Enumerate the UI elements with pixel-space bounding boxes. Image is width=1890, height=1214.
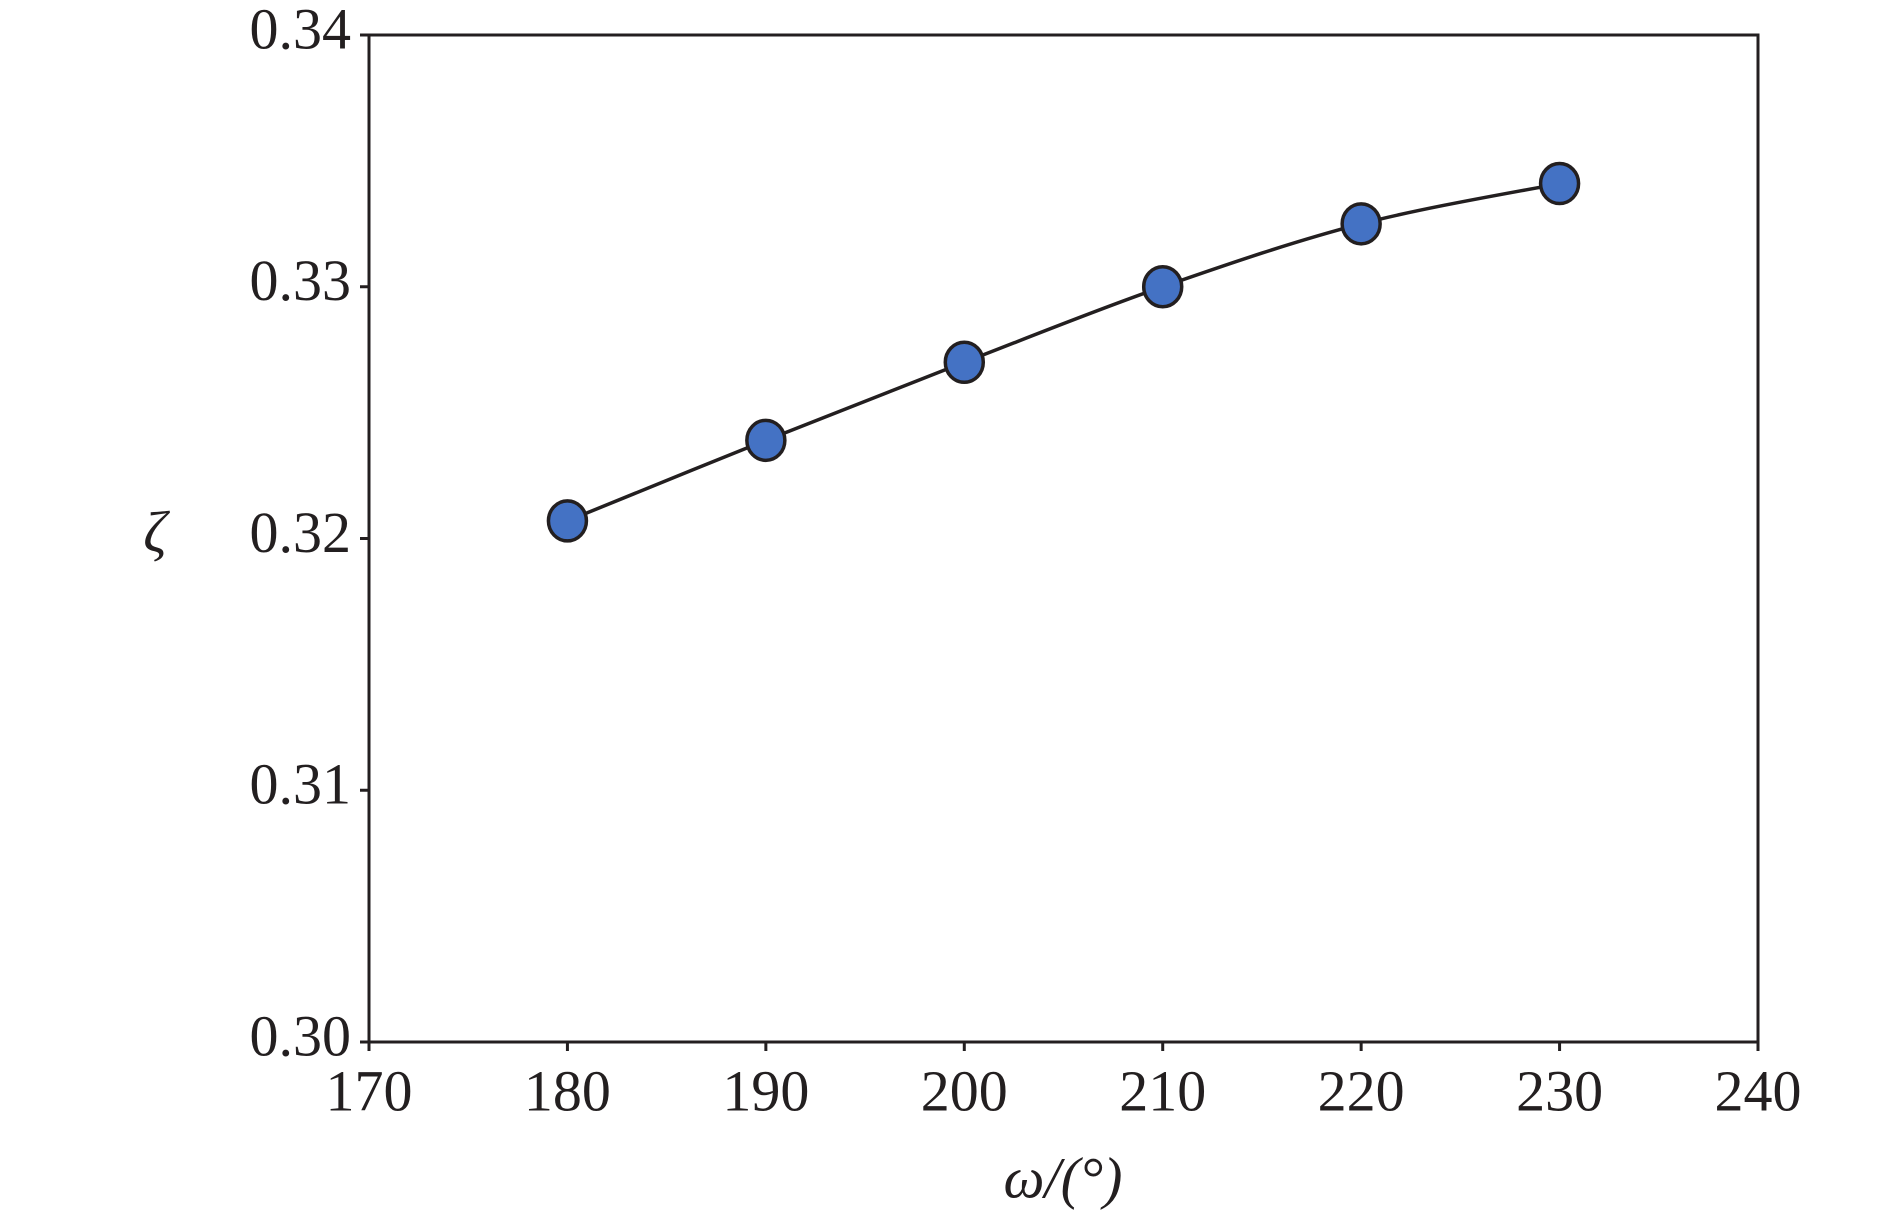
x-tick-label: 170: [326, 1058, 413, 1123]
series-line: [566, 181, 1560, 523]
data-point: [1141, 265, 1184, 309]
y-tick-label: 0.31: [250, 752, 352, 817]
x-tick-label: 210: [1119, 1058, 1206, 1123]
y-axis-label: ζ: [143, 499, 170, 564]
y-tick-label: 0.34: [250, 0, 352, 61]
y-tick-label: 0.33: [250, 248, 352, 313]
data-point: [546, 499, 589, 543]
y-tick-label: 0.30: [250, 1003, 352, 1068]
data-point: [745, 418, 787, 463]
y-tick-label: 0.32: [250, 500, 352, 565]
data-point: [943, 340, 986, 385]
x-tick-label: 240: [1715, 1058, 1802, 1123]
x-axis-label: ω/(°): [1004, 1145, 1123, 1210]
plot-frame: [367, 33, 1760, 1044]
x-tick-label: 190: [722, 1058, 809, 1123]
x-tick-label: 180: [524, 1058, 611, 1123]
data-point: [1538, 161, 1581, 206]
x-tick-label: 200: [921, 1058, 1008, 1123]
data-point: [1340, 202, 1382, 246]
x-tick-label: 220: [1318, 1058, 1405, 1123]
x-tick-label: 230: [1516, 1058, 1603, 1123]
